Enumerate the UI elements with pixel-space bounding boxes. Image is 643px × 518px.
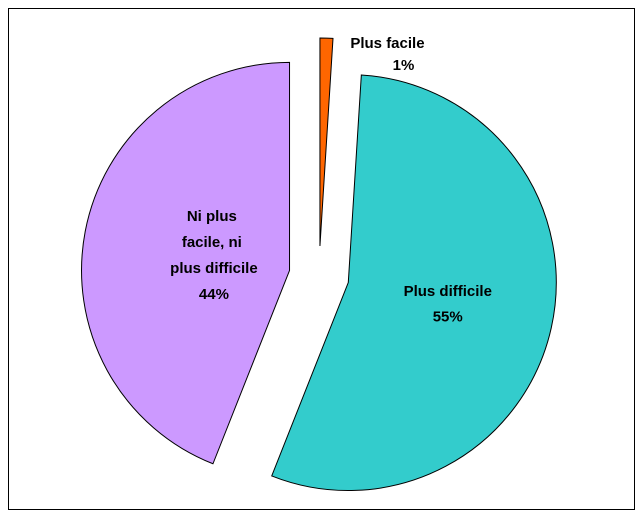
slice-label: Plus difficile — [404, 283, 492, 300]
pie-slice — [81, 61, 291, 465]
slice-value-label: 1% — [393, 57, 415, 74]
slice-label: Ni plus facile, ni plus difficile — [170, 208, 258, 277]
slice-value-label: 44% — [199, 286, 229, 303]
slice-label: Plus facile — [350, 35, 424, 52]
pie-slice — [319, 37, 334, 247]
slice-value-label: 55% — [433, 309, 463, 326]
pie-slice — [271, 74, 557, 491]
